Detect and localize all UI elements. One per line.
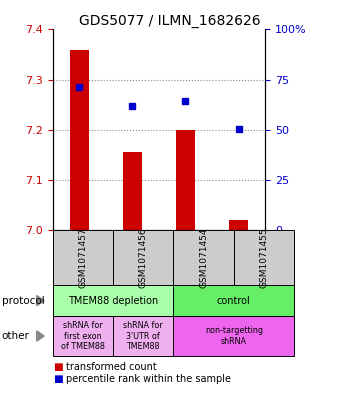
Text: GSM1071456: GSM1071456 [139,227,148,288]
Text: percentile rank within the sample: percentile rank within the sample [66,374,231,384]
Bar [229,220,248,230]
Text: shRNA for
3'UTR of
TMEM88: shRNA for 3'UTR of TMEM88 [123,321,163,351]
Text: control: control [217,296,251,306]
Text: shRNA for
first exon
of TMEM88: shRNA for first exon of TMEM88 [61,321,105,351]
Text: ■: ■ [53,362,63,373]
Bar [123,152,142,230]
Text: ■: ■ [53,374,63,384]
Text: GSM1071455: GSM1071455 [259,227,268,288]
Bar [70,50,88,230]
Text: protocol: protocol [2,296,45,306]
Text: non-targetting
shRNA: non-targetting shRNA [205,326,263,346]
Text: other: other [2,331,30,341]
Text: TMEM88 depletion: TMEM88 depletion [68,296,158,306]
Text: GSM1071457: GSM1071457 [79,227,87,288]
Polygon shape [37,296,44,306]
Text: GDS5077 / ILMN_1682626: GDS5077 / ILMN_1682626 [79,14,261,28]
Text: transformed count: transformed count [66,362,157,373]
Bar [176,130,195,230]
Text: GSM1071454: GSM1071454 [199,227,208,288]
Polygon shape [37,331,44,341]
